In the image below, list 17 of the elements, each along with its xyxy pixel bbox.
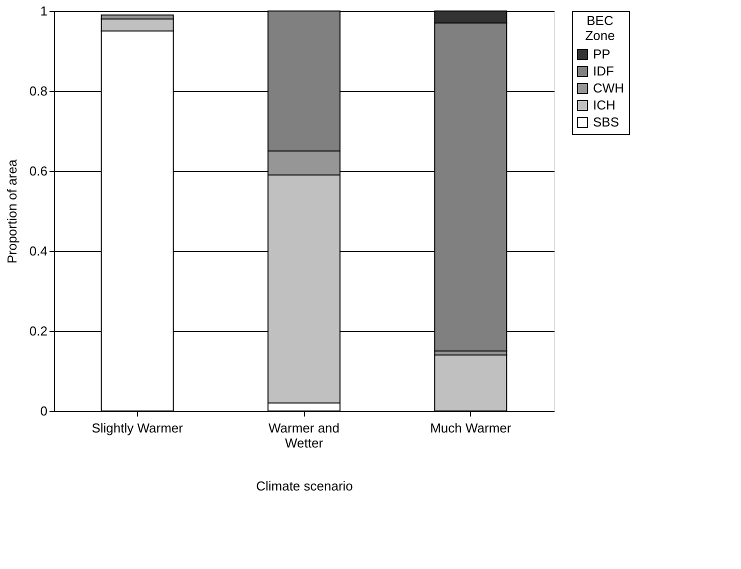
y-axis-title: Proportion of area (4, 158, 20, 264)
y-tick-label: 0.8 (29, 84, 48, 98)
y-tick-label: 0.4 (29, 244, 48, 258)
y-tick-label: 1 (40, 4, 48, 18)
legend-label: ICH (593, 98, 616, 112)
x-tick-label: Warmer and Wetter (268, 420, 340, 450)
y-tick-label: 0.2 (29, 324, 48, 338)
y-tick-label: 0 (40, 404, 48, 418)
y-tick-label: 0.6 (29, 164, 48, 178)
legend-label: SBS (593, 114, 620, 130)
legend-label: PP (593, 46, 610, 62)
x-tick-label: Much Warmer (430, 420, 512, 436)
legend-title: BEC Zone (585, 13, 615, 43)
legend-label: CWH (593, 80, 624, 96)
legend-label: IDF (593, 64, 614, 78)
x-tick-label: Slightly Warmer (92, 420, 184, 436)
x-axis-title: Climate scenario (256, 478, 353, 494)
